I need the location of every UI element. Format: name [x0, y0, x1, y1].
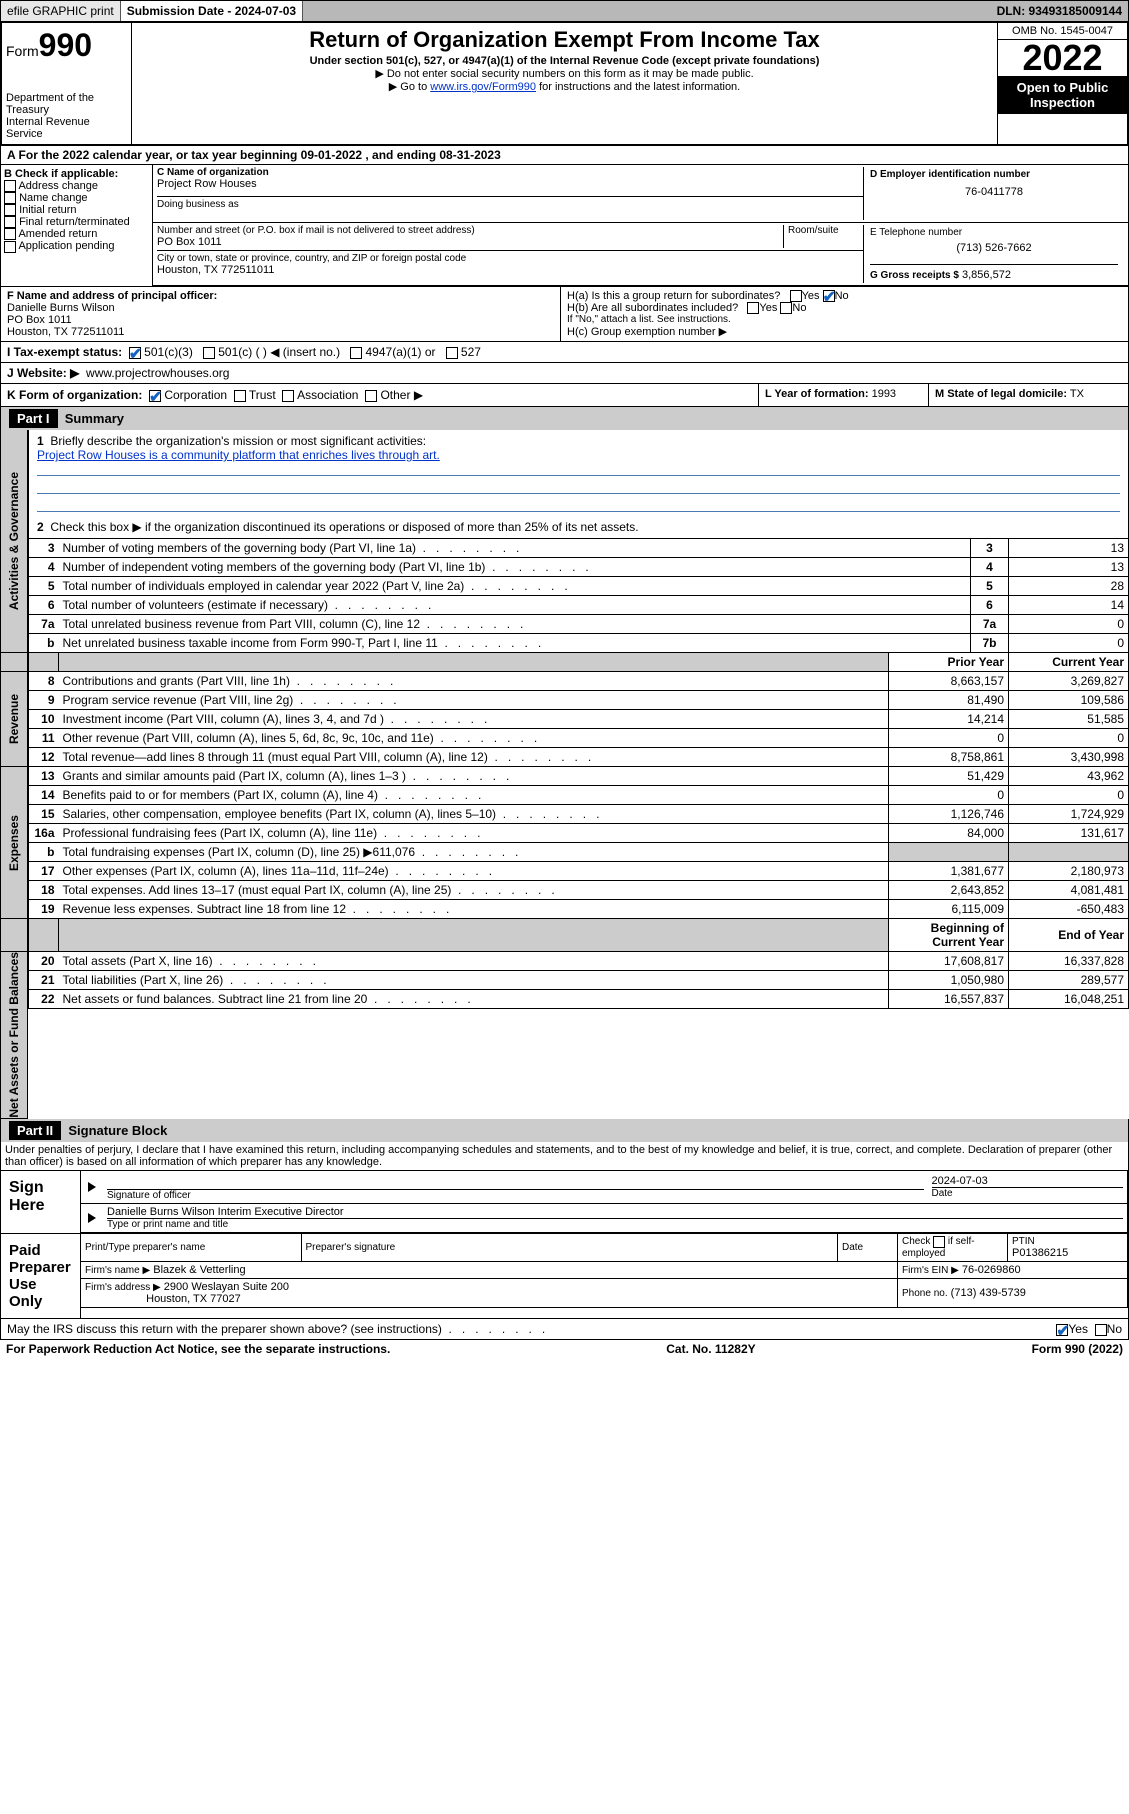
city-label: City or town, state or province, country…	[157, 253, 863, 264]
firm-addr2: Houston, TX 77027	[146, 1293, 241, 1305]
mission-text[interactable]: Project Row Houses is a community platfo…	[37, 448, 440, 462]
penalties-declaration: Under penalties of perjury, I declare th…	[0, 1142, 1129, 1171]
officer-label: F Name and address of principal officer:	[7, 290, 554, 302]
cb-address-change[interactable]: Address change	[4, 180, 149, 192]
sig-date: 2024-07-03	[932, 1175, 1124, 1187]
org-name-label: C Name of organization	[157, 167, 863, 178]
form-ref: Form 990 (2022)	[1032, 1342, 1123, 1356]
website-value: www.projectrowhouses.org	[86, 366, 229, 380]
dept-label: Department of the Treasury	[6, 92, 127, 116]
row-i-status: I Tax-exempt status: 501(c)(3) 501(c) ( …	[0, 342, 1129, 363]
paperwork-notice: For Paperwork Reduction Act Notice, see …	[6, 1342, 390, 1356]
part1-header: Part I Summary	[0, 407, 1129, 430]
phone-value: (713) 526-7662	[870, 242, 1118, 254]
tab-governance: Activities & Governance	[0, 430, 28, 653]
hc-question: H(c) Group exemption number ▶	[567, 325, 1122, 338]
form-subtitle: Under section 501(c), 527, or 4947(a)(1)…	[136, 55, 993, 67]
part2-header: Part II Signature Block	[0, 1119, 1129, 1142]
cb-final-return[interactable]: Final return/terminated	[4, 216, 149, 228]
submission-date: Submission Date - 2024-07-03	[121, 1, 303, 21]
row-k-org-form: K Form of organization: Corporation Trus…	[0, 384, 1129, 407]
ptin-label: PTIN	[1012, 1236, 1123, 1247]
instructions-link-row: ▶ Go to www.irs.gov/Form990 for instruct…	[136, 80, 993, 93]
sig-name-label: Type or print name and title	[107, 1218, 1123, 1230]
sig-name: Danielle Burns Wilson Interim Executive …	[107, 1206, 1123, 1218]
ha-question: H(a) Is this a group return for subordin…	[567, 290, 1122, 302]
addr-label: Number and street (or P.O. box if mail i…	[157, 225, 783, 236]
firm-name: Blazek & Vetterling	[153, 1264, 245, 1276]
sig-date-label: Date	[932, 1187, 1124, 1199]
tab-expenses: Expenses	[0, 767, 28, 919]
tax-year: 2022	[998, 40, 1127, 76]
paid-preparer-block: Paid Preparer Use Only Print/Type prepar…	[0, 1234, 1129, 1319]
room-label: Room/suite	[783, 225, 863, 248]
pointer-icon	[88, 1182, 96, 1192]
col-b-checkboxes: B Check if applicable: Address change Na…	[1, 165, 153, 286]
balance-header-row: Beginning of Current YearEnd of Year	[28, 919, 1129, 952]
firm-addr1: 2900 Weslayan Suite 200	[164, 1281, 289, 1293]
expenses-table: 13Grants and similar amounts paid (Part …	[28, 767, 1129, 919]
hb-note: If "No," attach a list. See instructions…	[567, 314, 1122, 325]
org-name: Project Row Houses	[157, 178, 863, 190]
sig-officer-label: Signature of officer	[107, 1189, 924, 1201]
gross-receipts-label: G Gross receipts $	[870, 270, 959, 281]
entity-block: B Check if applicable: Address change Na…	[0, 165, 1129, 287]
cb-application-pending[interactable]: Application pending	[4, 240, 149, 252]
ptin-value: P01386215	[1012, 1247, 1123, 1259]
prep-name-label: Print/Type preparer's name	[81, 1234, 301, 1262]
line1-mission: 1 Briefly describe the organization's mi…	[28, 430, 1129, 539]
signature-block: Sign Here Signature of officer 2024-07-0…	[0, 1171, 1129, 1234]
top-bar: efile GRAPHIC print Submission Date - 20…	[0, 0, 1129, 22]
governance-table: 3Number of voting members of the governi…	[28, 539, 1129, 653]
addr-value: PO Box 1011	[157, 236, 783, 248]
form-title: Return of Organization Exempt From Incom…	[136, 27, 993, 53]
form-number: Form990	[6, 27, 127, 64]
cb-amended-return[interactable]: Amended return	[4, 228, 149, 240]
officer-addr2: Houston, TX 772511011	[7, 326, 554, 338]
tab-net-assets: Net Assets or Fund Balances	[0, 952, 28, 1119]
discuss-row: May the IRS discuss this return with the…	[0, 1319, 1129, 1340]
prep-sig-label: Preparer's signature	[301, 1234, 838, 1262]
prep-date-label: Date	[838, 1234, 898, 1262]
prep-self-employed: Check if self-employed	[898, 1234, 1008, 1262]
col-b-title: B Check if applicable:	[4, 168, 149, 180]
dba-label: Doing business as	[157, 196, 863, 210]
sign-here-label: Sign Here	[1, 1171, 81, 1233]
efile-label[interactable]: efile GRAPHIC print	[1, 1, 121, 21]
row-f-officer: F Name and address of principal officer:…	[0, 287, 1129, 342]
irs-link[interactable]: www.irs.gov/Form990	[430, 81, 536, 93]
year-header-row: Prior YearCurrent Year	[28, 653, 1129, 672]
firm-phone: (713) 439-5739	[951, 1287, 1026, 1299]
row-j-website: J Website: ▶ www.projectrowhouses.org	[0, 363, 1129, 384]
paid-preparer-label: Paid Preparer Use Only	[1, 1234, 81, 1318]
ssn-warning: ▶ Do not enter social security numbers o…	[136, 67, 993, 80]
officer-name: Danielle Burns Wilson	[7, 302, 554, 314]
hb-question: H(b) Are all subordinates included? Yes …	[567, 302, 1122, 314]
cb-name-change[interactable]: Name change	[4, 192, 149, 204]
form-header: Form990 Department of the Treasury Inter…	[0, 22, 1129, 146]
firm-ein: 76-0269860	[962, 1264, 1021, 1276]
pointer-icon	[88, 1213, 96, 1223]
irs-label: Internal Revenue Service	[6, 116, 127, 140]
row-a-period: A For the 2022 calendar year, or tax yea…	[0, 146, 1129, 165]
dln-label: DLN: 93493185009144	[991, 1, 1128, 21]
public-inspection: Open to Public Inspection	[998, 76, 1127, 114]
ein-label: D Employer identification number	[870, 169, 1118, 180]
revenue-table: 8Contributions and grants (Part VIII, li…	[28, 672, 1129, 767]
net-assets-table: 20Total assets (Part X, line 16)17,608,8…	[28, 952, 1129, 1009]
officer-addr1: PO Box 1011	[7, 314, 554, 326]
ein-value: 76-0411778	[870, 186, 1118, 198]
gross-receipts-value: 3,856,572	[962, 269, 1011, 281]
cat-no: Cat. No. 11282Y	[666, 1342, 755, 1356]
city-value: Houston, TX 772511011	[157, 264, 863, 276]
page-footer: For Paperwork Reduction Act Notice, see …	[0, 1340, 1129, 1358]
phone-label: E Telephone number	[870, 227, 1118, 238]
cb-initial-return[interactable]: Initial return	[4, 204, 149, 216]
tab-revenue: Revenue	[0, 672, 28, 767]
